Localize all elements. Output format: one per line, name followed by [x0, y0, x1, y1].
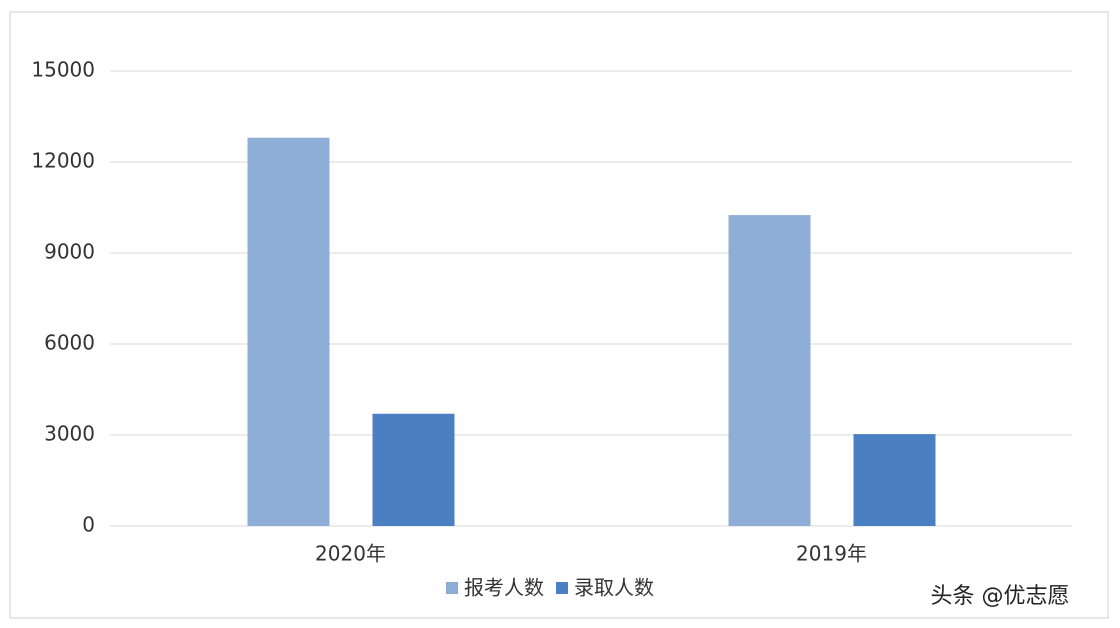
legend-swatch: [556, 582, 568, 594]
bar: [247, 137, 330, 526]
bar: [372, 413, 455, 526]
legend-swatch: [446, 582, 458, 594]
y-tick-label: 0: [82, 513, 95, 537]
y-tick-label: 15000: [31, 58, 95, 82]
x-tick-label: 2020年: [315, 542, 386, 566]
legend-label: 录取人数: [574, 576, 654, 600]
y-tick-label: 12000: [31, 149, 95, 173]
legend-label: 报考人数: [464, 576, 544, 600]
x-tick-label: 2019年: [796, 542, 867, 566]
y-tick-label: 6000: [44, 331, 95, 355]
y-tick-label: 3000: [44, 422, 95, 446]
bar: [853, 434, 936, 526]
watermark-annotation: 头条 @优志愿: [931, 584, 1070, 609]
chart-border: [9, 11, 1109, 619]
bar: [728, 215, 811, 527]
y-tick-label: 9000: [44, 240, 95, 264]
